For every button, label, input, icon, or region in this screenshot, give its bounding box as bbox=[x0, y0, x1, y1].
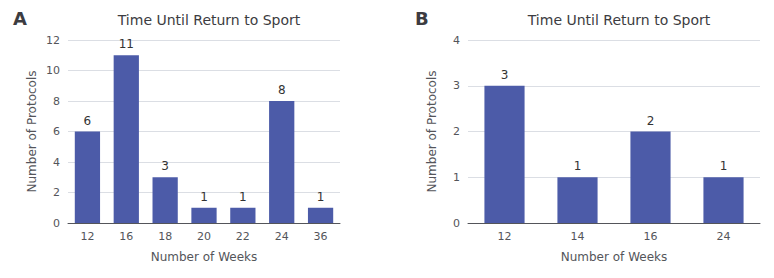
svg-text:2: 2 bbox=[647, 114, 655, 128]
svg-text:12: 12 bbox=[498, 230, 512, 243]
svg-text:20: 20 bbox=[197, 230, 211, 243]
svg-text:1: 1 bbox=[200, 190, 208, 204]
svg-text:24: 24 bbox=[717, 230, 731, 243]
svg-text:12: 12 bbox=[46, 34, 60, 47]
svg-text:8: 8 bbox=[53, 95, 60, 108]
svg-text:Time Until Return to Sport: Time Until Return to Sport bbox=[527, 12, 711, 28]
svg-text:1: 1 bbox=[239, 190, 247, 204]
svg-text:Number of Weeks: Number of Weeks bbox=[151, 250, 258, 264]
svg-text:4: 4 bbox=[453, 34, 460, 47]
svg-text:Number of Protocols: Number of Protocols bbox=[25, 70, 39, 192]
svg-text:14: 14 bbox=[571, 230, 585, 243]
svg-text:3: 3 bbox=[161, 159, 169, 173]
svg-text:8: 8 bbox=[278, 83, 286, 97]
svg-text:Number of Protocols: Number of Protocols bbox=[425, 70, 439, 192]
svg-text:1: 1 bbox=[574, 159, 582, 173]
svg-text:1: 1 bbox=[720, 159, 728, 173]
svg-text:2: 2 bbox=[453, 125, 460, 138]
svg-text:1: 1 bbox=[453, 171, 460, 184]
svg-text:3: 3 bbox=[453, 79, 460, 92]
svg-text:4: 4 bbox=[53, 156, 60, 169]
svg-text:16: 16 bbox=[644, 230, 658, 243]
svg-text:16: 16 bbox=[119, 230, 133, 243]
svg-text:36: 36 bbox=[314, 230, 328, 243]
svg-text:3: 3 bbox=[501, 68, 509, 82]
svg-text:6: 6 bbox=[53, 125, 60, 138]
svg-text:18: 18 bbox=[158, 230, 172, 243]
svg-text:Number of Weeks: Number of Weeks bbox=[561, 250, 668, 264]
svg-text:12: 12 bbox=[80, 230, 94, 243]
svg-text:B: B bbox=[415, 8, 429, 29]
svg-text:24: 24 bbox=[275, 230, 289, 243]
svg-text:10: 10 bbox=[46, 64, 60, 77]
svg-text:A: A bbox=[13, 8, 27, 29]
svg-text:Time Until Return to Sport: Time Until Return to Sport bbox=[117, 12, 301, 28]
svg-text:22: 22 bbox=[236, 230, 250, 243]
svg-text:0: 0 bbox=[53, 217, 60, 230]
svg-text:0: 0 bbox=[453, 217, 460, 230]
svg-text:1: 1 bbox=[317, 190, 325, 204]
svg-text:6: 6 bbox=[84, 114, 92, 128]
svg-text:2: 2 bbox=[53, 186, 60, 199]
svg-text:11: 11 bbox=[119, 37, 134, 51]
